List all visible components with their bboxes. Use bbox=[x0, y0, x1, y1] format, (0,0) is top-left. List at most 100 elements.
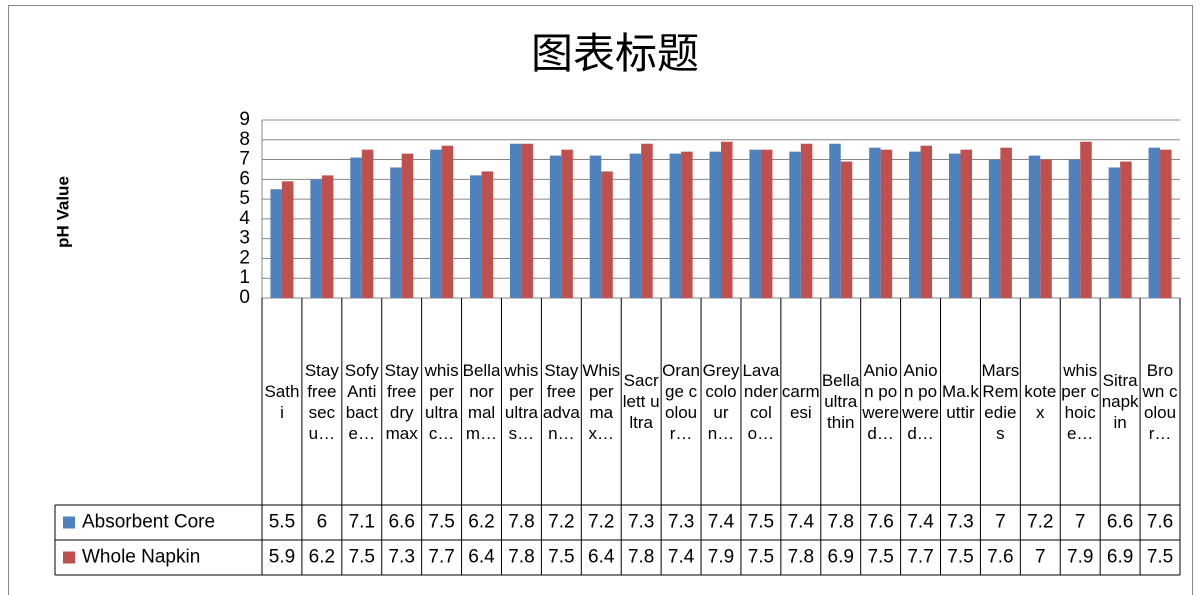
x-tick-label: Whisper max… bbox=[582, 360, 621, 443]
bar bbox=[1120, 161, 1132, 298]
data-table-value: 7.6 bbox=[987, 547, 1013, 568]
data-table-value: 7.8 bbox=[508, 547, 534, 568]
bar bbox=[1068, 159, 1081, 298]
bar bbox=[521, 143, 533, 298]
bar bbox=[749, 149, 761, 298]
data-table-value: 7.5 bbox=[748, 512, 774, 533]
y-tick-label: 9 bbox=[239, 109, 250, 130]
bar bbox=[1000, 147, 1012, 298]
bar bbox=[589, 155, 602, 298]
data-table-value: 5.5 bbox=[269, 512, 295, 533]
bar bbox=[641, 143, 653, 298]
x-tick-label: Stay free secu… bbox=[304, 360, 339, 443]
bar bbox=[1040, 159, 1052, 298]
x-tick-label: Lavander colo… bbox=[742, 360, 780, 443]
bar bbox=[829, 143, 841, 298]
x-tick-label: whisper ultra s… bbox=[504, 360, 539, 443]
x-tick-label: kotex bbox=[1024, 381, 1057, 422]
data-table-value: 7.8 bbox=[828, 512, 854, 533]
data-table-value: 6.4 bbox=[468, 547, 495, 568]
data-table-value: 7.4 bbox=[788, 512, 815, 533]
x-tick-label: Sitra napkin bbox=[1101, 371, 1139, 432]
x-tick-label: Stayfree advan… bbox=[542, 360, 580, 443]
data-table-value: 6.9 bbox=[1107, 547, 1133, 568]
data-table-value: 7.4 bbox=[708, 512, 735, 533]
data-table-value: 7.4 bbox=[907, 512, 934, 533]
x-tick-label: Anion powered… bbox=[862, 360, 900, 443]
data-table-value: 7.9 bbox=[1067, 547, 1093, 568]
bar bbox=[1160, 149, 1172, 298]
data-table-value: 7.5 bbox=[548, 547, 574, 568]
data-table-value: 6.4 bbox=[588, 547, 615, 568]
data-table-value: 7.7 bbox=[428, 547, 454, 568]
bar bbox=[988, 159, 1001, 298]
y-tick-label: 7 bbox=[239, 149, 250, 170]
bar bbox=[869, 147, 881, 298]
data-table-value: 7.9 bbox=[708, 547, 734, 568]
bar bbox=[549, 155, 562, 298]
data-table-value: 7.2 bbox=[588, 512, 614, 533]
y-tick-label: 8 bbox=[239, 129, 250, 150]
chart-border bbox=[8, 5, 1193, 595]
bar bbox=[361, 149, 374, 298]
y-tick-label: 0 bbox=[239, 287, 250, 308]
x-tick-label: whisper ultra c… bbox=[424, 360, 459, 443]
data-table-value: 7 bbox=[1075, 512, 1086, 533]
legend-key bbox=[63, 551, 75, 564]
data-table-value: 7.3 bbox=[388, 547, 414, 568]
x-tick-label: Mars Remedies bbox=[981, 360, 1020, 443]
data-table-value: 6.9 bbox=[828, 547, 854, 568]
data-table-value: 7.8 bbox=[628, 547, 654, 568]
data-table-value: 7.6 bbox=[867, 512, 893, 533]
data-table-value: 7.7 bbox=[907, 547, 933, 568]
bar bbox=[441, 145, 454, 298]
data-table-value: 6 bbox=[317, 512, 328, 533]
bar bbox=[789, 151, 801, 298]
data-table-value: 7.4 bbox=[668, 547, 695, 568]
bar bbox=[1108, 167, 1121, 298]
x-tick-label: Ma.kuttir bbox=[942, 381, 979, 422]
data-table-value: 7.3 bbox=[947, 512, 973, 533]
x-tick-label: whisper choice… bbox=[1061, 360, 1100, 443]
bar bbox=[1080, 141, 1092, 298]
data-table-value: 6.6 bbox=[1107, 512, 1133, 533]
x-tick-label: Bella normal m… bbox=[462, 360, 501, 443]
x-tick-label: Anion powered… bbox=[902, 360, 939, 443]
data-table-value: 7.5 bbox=[428, 512, 454, 533]
bar bbox=[960, 149, 972, 298]
data-table-value: 5.9 bbox=[269, 547, 295, 568]
data-table-value: 7.5 bbox=[947, 547, 973, 568]
bar bbox=[800, 143, 813, 298]
data-table-value: 7.3 bbox=[628, 512, 654, 533]
x-tick-label: Sofy Antibacte… bbox=[344, 360, 379, 443]
data-table-value: 6.2 bbox=[468, 512, 494, 533]
bar bbox=[709, 151, 721, 298]
bar bbox=[1028, 155, 1041, 298]
y-tick-label: 3 bbox=[239, 228, 250, 249]
bar bbox=[509, 143, 522, 298]
bar bbox=[880, 149, 893, 298]
x-tick-label: Bella ultra thin bbox=[821, 371, 860, 432]
y-tick-label: 2 bbox=[239, 247, 250, 268]
x-tick-label: Orange colour… bbox=[662, 360, 700, 443]
y-tick-label: 5 bbox=[239, 188, 250, 209]
data-table-value: 7.8 bbox=[788, 547, 814, 568]
data-table-value: 7.6 bbox=[1147, 512, 1173, 533]
chart-title: 图表标题 bbox=[531, 30, 699, 77]
data-table-value: 7.8 bbox=[508, 512, 534, 533]
y-tick-label: 4 bbox=[239, 208, 250, 229]
data-table-value: 6.6 bbox=[388, 512, 414, 533]
x-tick-label: carmesi bbox=[781, 381, 820, 422]
bar bbox=[840, 161, 853, 298]
bar bbox=[920, 145, 933, 298]
bar bbox=[760, 149, 773, 298]
legend-key bbox=[63, 516, 75, 529]
bar bbox=[629, 153, 642, 298]
bar bbox=[281, 181, 294, 298]
bar bbox=[669, 153, 682, 298]
y-tick-label: 6 bbox=[239, 168, 250, 189]
x-tick-label: Sathi bbox=[264, 381, 300, 422]
data-table-value: 6.2 bbox=[309, 547, 335, 568]
data-table-value: 7.2 bbox=[1027, 512, 1053, 533]
